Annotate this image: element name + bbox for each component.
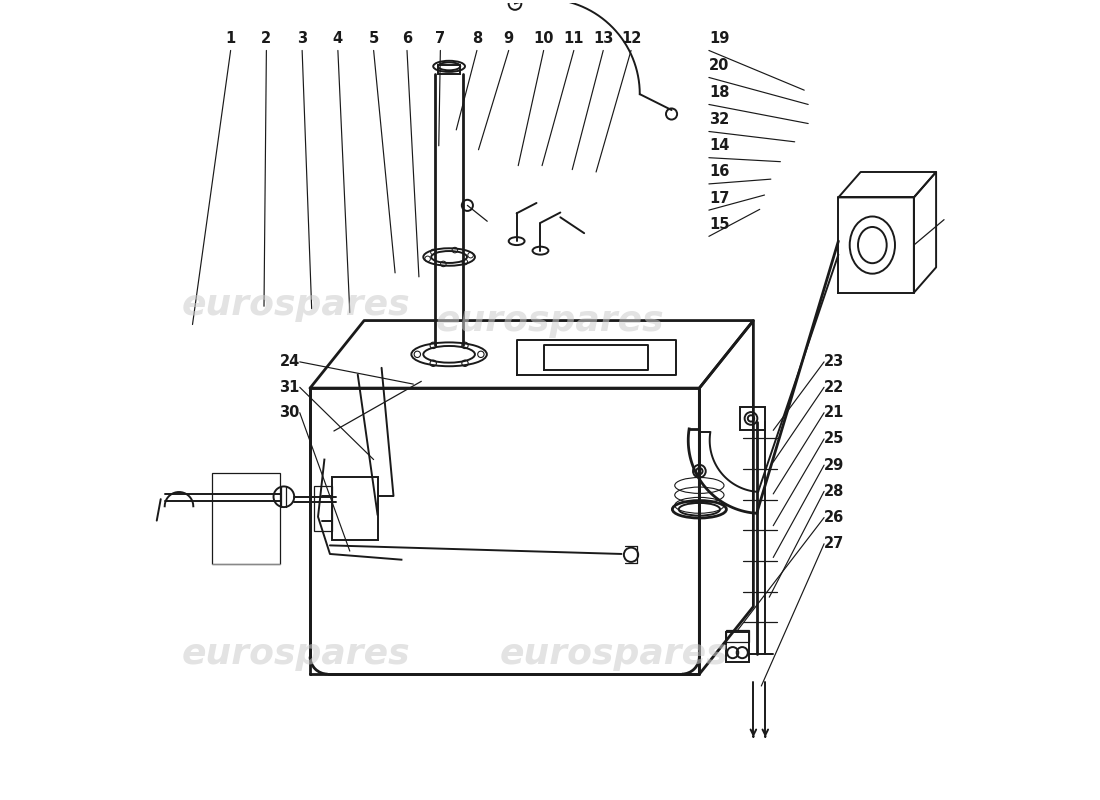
Bar bbox=[726, 630, 749, 642]
Text: 18: 18 bbox=[708, 85, 729, 100]
Text: 22: 22 bbox=[824, 380, 845, 394]
Text: 29: 29 bbox=[824, 458, 845, 473]
Text: 21: 21 bbox=[824, 406, 845, 420]
Text: 30: 30 bbox=[279, 406, 300, 420]
Text: 12: 12 bbox=[620, 31, 641, 46]
Text: 14: 14 bbox=[708, 138, 729, 154]
Text: 2: 2 bbox=[262, 31, 272, 46]
Bar bbox=[740, 406, 766, 430]
Text: 11: 11 bbox=[563, 31, 584, 46]
Text: eurospares: eurospares bbox=[436, 303, 664, 338]
Text: 27: 27 bbox=[824, 536, 845, 551]
Text: 32: 32 bbox=[708, 112, 729, 127]
Text: 6: 6 bbox=[402, 31, 412, 46]
Text: 24: 24 bbox=[279, 354, 300, 370]
Bar bbox=[212, 473, 279, 564]
Text: 1: 1 bbox=[226, 31, 235, 46]
Text: 3: 3 bbox=[297, 31, 307, 46]
Text: 28: 28 bbox=[824, 484, 845, 499]
Text: 31: 31 bbox=[279, 380, 300, 394]
Text: 19: 19 bbox=[708, 31, 729, 46]
Text: 5: 5 bbox=[368, 31, 378, 46]
Text: 23: 23 bbox=[824, 354, 845, 370]
Text: 15: 15 bbox=[708, 217, 729, 232]
Text: eurospares: eurospares bbox=[182, 638, 410, 671]
Text: 26: 26 bbox=[824, 510, 845, 525]
Text: 20: 20 bbox=[708, 58, 729, 73]
Text: 17: 17 bbox=[708, 190, 729, 206]
Text: eurospares: eurospares bbox=[499, 638, 728, 671]
Text: eurospares: eurospares bbox=[182, 288, 410, 322]
Text: 9: 9 bbox=[504, 31, 514, 46]
Bar bbox=[726, 632, 749, 662]
Bar bbox=[315, 486, 331, 531]
Bar bbox=[331, 477, 377, 541]
Text: 8: 8 bbox=[472, 31, 482, 46]
Text: 7: 7 bbox=[436, 31, 446, 46]
Text: 25: 25 bbox=[824, 431, 845, 446]
Bar bbox=[438, 65, 460, 74]
Text: 13: 13 bbox=[593, 31, 614, 46]
Text: 10: 10 bbox=[534, 31, 554, 46]
Text: 16: 16 bbox=[708, 165, 729, 179]
Text: 4: 4 bbox=[333, 31, 343, 46]
